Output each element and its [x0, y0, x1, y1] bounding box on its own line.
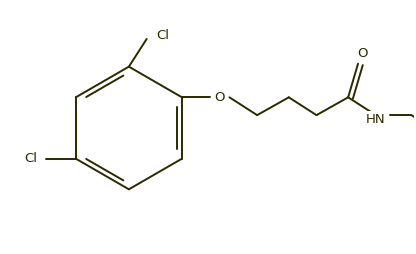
- Text: HN: HN: [366, 113, 386, 125]
- Text: O: O: [214, 91, 225, 104]
- Text: Cl: Cl: [156, 28, 169, 41]
- Text: O: O: [358, 47, 368, 60]
- Text: Cl: Cl: [24, 152, 37, 165]
